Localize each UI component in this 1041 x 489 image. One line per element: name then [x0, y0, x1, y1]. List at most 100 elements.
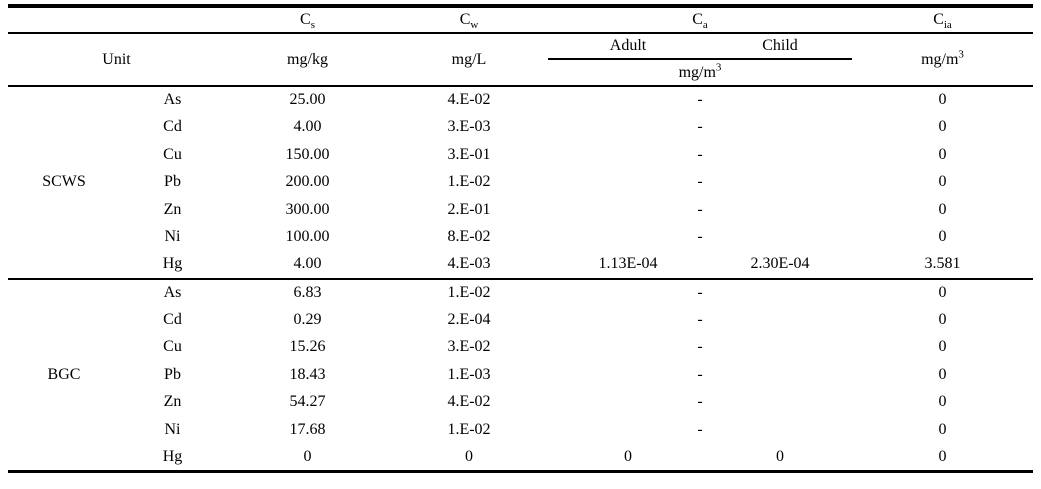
header-cia: Cia — [852, 8, 1033, 34]
ca-value-cell: - — [697, 283, 703, 301]
ca-child-header-cell: Child — [708, 33, 852, 60]
table-row: SCWS As 25.00 4.E-02 - 0 — [8, 86, 1033, 190]
cw-subscript: w — [470, 19, 479, 32]
cw-value-cell: 4.E-03 — [447, 255, 491, 273]
cs-value-cell: 25.00 — [289, 91, 326, 109]
cia-value-cell: 0 — [938, 447, 947, 465]
ca-unit-row: mg/m3 — [8, 59, 1033, 86]
cs-unit-cell: mg/kg — [287, 50, 328, 68]
ca-adult-value-cell: 0 — [624, 447, 632, 465]
cw-value-cell: 4.E-02 — [447, 393, 491, 411]
group-name-cell: BGC — [47, 365, 81, 383]
cs-value-cell: 6.83 — [293, 283, 322, 301]
cs-value-cell: 150.00 — [285, 145, 330, 163]
cs-value-cell: 100.00 — [285, 228, 330, 246]
cs-subscript: s — [310, 19, 315, 32]
ca-child-value-cell: 2.30E-04 — [750, 255, 810, 273]
ca-value-cell: - — [697, 310, 703, 328]
ca-unit-base: mg/m — [678, 63, 716, 81]
ca-value-cell: - — [697, 118, 703, 136]
cw-value-cell: 3.E-01 — [447, 145, 491, 163]
cw-value-cell: 1.E-02 — [447, 283, 491, 301]
element-cell: Cu — [163, 145, 182, 163]
cia-value-cell: 0 — [938, 228, 947, 246]
ca-subscript: a — [702, 19, 708, 32]
cs-value-cell: 54.27 — [289, 393, 326, 411]
header-empty-cell — [8, 8, 225, 34]
cw-value-cell: 3.E-03 — [447, 118, 491, 136]
table-row: Cu 150.00 3.E-01 - 0 — [8, 141, 1033, 169]
ca-value-cell: - — [697, 420, 703, 438]
element-cell: Hg — [162, 255, 183, 273]
group-scws: SCWS As 25.00 4.E-02 - 0 Cd 4.00 3.E-03 … — [8, 86, 1033, 279]
element-cell: Cd — [163, 310, 182, 328]
cia-value-cell: 0 — [938, 91, 947, 109]
header-cs: Cs — [225, 8, 390, 34]
table-row: Cd 4.00 3.E-03 - 0 — [8, 114, 1033, 142]
element-cell: Hg — [162, 447, 183, 465]
cia-value-cell: 3.581 — [924, 255, 961, 273]
paper-table-page: Cs Cw Ca Cia Unit mg/kg mg/L Adult Child… — [8, 4, 1033, 473]
table-row: Cd 0.29 2.E-04 - 0 — [8, 306, 1033, 334]
cs-value-cell: 0 — [303, 447, 312, 465]
table-row: Ni 17.68 1.E-02 - 0 — [8, 416, 1033, 444]
cia-unit-cell: mg/m3 — [852, 33, 1033, 86]
cs-value-cell: 17.68 — [289, 420, 326, 438]
element-cell: Cd — [163, 118, 182, 136]
ca-value-cell: - — [697, 393, 703, 411]
cw-value-cell: 3.E-02 — [447, 338, 491, 356]
element-cell: As — [163, 91, 182, 109]
cw-value-cell: 1.E-02 — [447, 173, 491, 191]
concentration-table: Cs Cw Ca Cia Unit mg/kg mg/L Adult Child… — [8, 8, 1033, 473]
element-cell: Zn — [163, 200, 182, 218]
cs-value-cell: 18.43 — [289, 365, 326, 383]
group-bgc: BGC As 6.83 1.E-02 - 0 Cd 0.29 2.E-04 - … — [8, 279, 1033, 472]
cw-value-cell: 1.E-03 — [447, 365, 491, 383]
cia-value-cell: 0 — [938, 145, 947, 163]
cs-value-cell: 4.00 — [293, 255, 322, 273]
table-row: Ni 100.00 8.E-02 - 0 — [8, 224, 1033, 252]
cia-value-cell: 0 — [938, 200, 947, 218]
ca-value-cell: - — [697, 200, 703, 218]
element-cell: Pb — [164, 365, 181, 383]
table-row: Pb 200.00 1.E-02 - 0 — [8, 169, 1033, 197]
table-header: Cs Cw Ca Cia Unit mg/kg mg/L Adult Child… — [8, 8, 1033, 86]
table-row: Zn 300.00 2.E-01 - 0 — [8, 196, 1033, 224]
cia-value-cell: 0 — [938, 310, 947, 328]
ca-value-cell: - — [697, 338, 703, 356]
element-cell: Ni — [164, 228, 181, 246]
cia-unit-base: mg/m — [921, 50, 959, 68]
cia-symbol: C — [933, 11, 944, 29]
table-top-double-rule — [8, 4, 1033, 8]
table-row: Zn 54.27 4.E-02 - 0 — [8, 389, 1033, 417]
ca-value-cell: - — [697, 91, 703, 109]
ca-symbol: C — [692, 11, 703, 29]
ca-unit-cell: mg/m3 — [548, 59, 852, 86]
ca-value-cell: - — [697, 145, 703, 163]
cia-value-cell: 0 — [938, 283, 947, 301]
header-ca: Ca — [548, 8, 852, 34]
cw-value-cell: 8.E-02 — [447, 228, 491, 246]
ca-value-cell: - — [697, 173, 703, 191]
cia-value-cell: 0 — [938, 420, 947, 438]
ca-child-value-cell: 0 — [776, 447, 784, 465]
cia-subscript: ia — [943, 19, 952, 32]
cs-value-cell: 300.00 — [285, 200, 330, 218]
ca-unit-exponent: 3 — [715, 61, 722, 74]
element-cell: Pb — [164, 173, 181, 191]
ca-value-cell: - — [697, 228, 703, 246]
ca-adult-value-cell: 1.13E-04 — [598, 255, 658, 273]
cw-value-cell: 2.E-04 — [447, 310, 491, 328]
table-row: Cu 15.26 3.E-02 - 0 — [8, 334, 1033, 362]
cs-value-cell: 15.26 — [289, 338, 326, 356]
cia-value-cell: 0 — [938, 365, 947, 383]
table-row: Pb 18.43 1.E-03 - 0 — [8, 361, 1033, 389]
cw-unit-cell: mg/L — [451, 50, 487, 68]
table-row: Hg 0 0 0 0 0 — [8, 444, 1033, 472]
cs-symbol: C — [300, 11, 311, 29]
cw-value-cell: 0 — [465, 447, 473, 465]
symbol-header-row: Cs Cw Ca Cia — [8, 8, 1033, 34]
element-cell: Cu — [163, 338, 182, 356]
table-row: BGC As 6.83 1.E-02 - 0 — [8, 279, 1033, 383]
cw-value-cell: 4.E-02 — [447, 91, 491, 109]
